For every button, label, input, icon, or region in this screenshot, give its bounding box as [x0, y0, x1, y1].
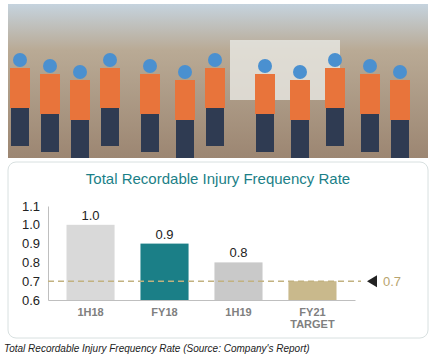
- photo-person: [255, 59, 275, 152]
- x-axis-line: [49, 300, 356, 301]
- bar: [140, 244, 188, 300]
- photo-placeholder: [8, 4, 428, 158]
- y-axis-line: [48, 207, 49, 301]
- photo-legs: [176, 120, 194, 158]
- chart-svg: Total Recordable Injury Frequency Rate 0.…: [0, 0, 435, 358]
- photo-person: [390, 65, 410, 158]
- photo-vest: [140, 74, 160, 114]
- reference-line: [48, 280, 361, 282]
- y-tick: 1.0: [22, 217, 48, 232]
- photo-legs: [71, 120, 89, 158]
- x-tick-label: 1H19: [225, 306, 251, 318]
- photo-person: [10, 53, 30, 146]
- photo-helmet: [393, 65, 407, 79]
- x-tick: 1H19: [225, 300, 251, 318]
- photo-person: [205, 53, 225, 146]
- photo-vest: [360, 74, 380, 114]
- y-tick: 0.8: [22, 255, 48, 270]
- photo-person: [360, 59, 380, 152]
- data-label: 1.0: [81, 208, 99, 223]
- photo-legs: [11, 108, 29, 146]
- photo-person: [325, 53, 345, 146]
- y-tick-label: 0.9: [22, 236, 40, 251]
- photo-person: [175, 65, 195, 158]
- photo-helmet: [73, 65, 87, 79]
- photo-vest: [10, 68, 30, 108]
- y-tick-label: 1.1: [22, 199, 40, 214]
- photo-person: [100, 53, 120, 146]
- photo-vest: [100, 68, 120, 108]
- photo-person: [40, 59, 60, 152]
- photo-helmet: [293, 65, 307, 79]
- photo-legs: [291, 120, 309, 158]
- chart-frame: [8, 162, 428, 338]
- x-tick: FY21TARGET: [290, 300, 335, 330]
- photo-vest: [325, 68, 345, 108]
- x-tick: 1H18: [77, 300, 103, 318]
- x-axis: 1H18 FY18 1H19 FY21TARGET: [49, 300, 356, 330]
- bars: [66, 225, 336, 300]
- x-tick-label-line: FY21: [299, 306, 325, 318]
- photo-vest: [40, 74, 60, 114]
- reference-label: 0.7: [383, 274, 401, 289]
- photo-helmet: [208, 53, 222, 67]
- photo-legs: [391, 120, 409, 158]
- y-tick-label: 0.8: [22, 255, 40, 270]
- y-tick: 1.1: [22, 199, 48, 214]
- x-tick-label: FY21TARGET: [290, 306, 335, 330]
- y-axis: 0.6 0.7 0.8 0.9 1.0 1.1: [22, 199, 49, 308]
- x-tick: FY18: [151, 300, 177, 318]
- photo-vest: [175, 80, 195, 120]
- bar: [288, 281, 336, 300]
- photo-vest: [290, 80, 310, 120]
- x-tick-label-line: TARGET: [290, 318, 335, 330]
- chart-container: Total Recordable Injury Frequency Rate 0.…: [0, 0, 435, 358]
- y-tick: 0.7: [22, 274, 48, 289]
- photo-helmet: [363, 59, 377, 73]
- x-tick-label: 1H18: [77, 306, 103, 318]
- chart-title: Total Recordable Injury Frequency Rate: [86, 170, 350, 187]
- photo-legs: [41, 114, 59, 152]
- photo-person: [290, 65, 310, 158]
- photo-legs: [206, 108, 224, 146]
- caption: Total Recordable Injury Frequency Rate (…: [4, 343, 310, 354]
- y-tick: 0.6: [22, 293, 48, 308]
- photo-helmet: [43, 59, 57, 73]
- data-label: 0.9: [155, 227, 173, 242]
- photo-legs: [256, 114, 274, 152]
- photo-vest: [255, 74, 275, 114]
- photo-legs: [141, 114, 159, 152]
- y-tick-label: 0.6: [22, 293, 40, 308]
- y-tick-label: 0.7: [22, 274, 40, 289]
- photo-helmet: [13, 53, 27, 67]
- photo-legs: [361, 114, 379, 152]
- bar: [66, 225, 114, 300]
- photo-helmet: [258, 59, 272, 73]
- photo-helmet: [143, 59, 157, 73]
- photo-legs: [101, 108, 119, 146]
- photo-vest: [205, 68, 225, 108]
- photo-legs: [326, 108, 344, 146]
- photo-vehicle: [230, 40, 340, 100]
- photo-helmet: [328, 53, 342, 67]
- photo-person: [70, 65, 90, 158]
- photo-vest: [70, 80, 90, 120]
- y-tick-label: 1.0: [22, 217, 40, 232]
- photo-helmet: [178, 65, 192, 79]
- photo: [8, 4, 428, 158]
- photo-helmet: [103, 53, 117, 67]
- reference-arrow: [367, 275, 377, 287]
- x-tick-label: FY18: [151, 306, 177, 318]
- y-tick: 0.9: [22, 236, 48, 251]
- photo-vest: [390, 80, 410, 120]
- photo-person: [140, 59, 160, 152]
- data-label: 0.8: [229, 245, 247, 260]
